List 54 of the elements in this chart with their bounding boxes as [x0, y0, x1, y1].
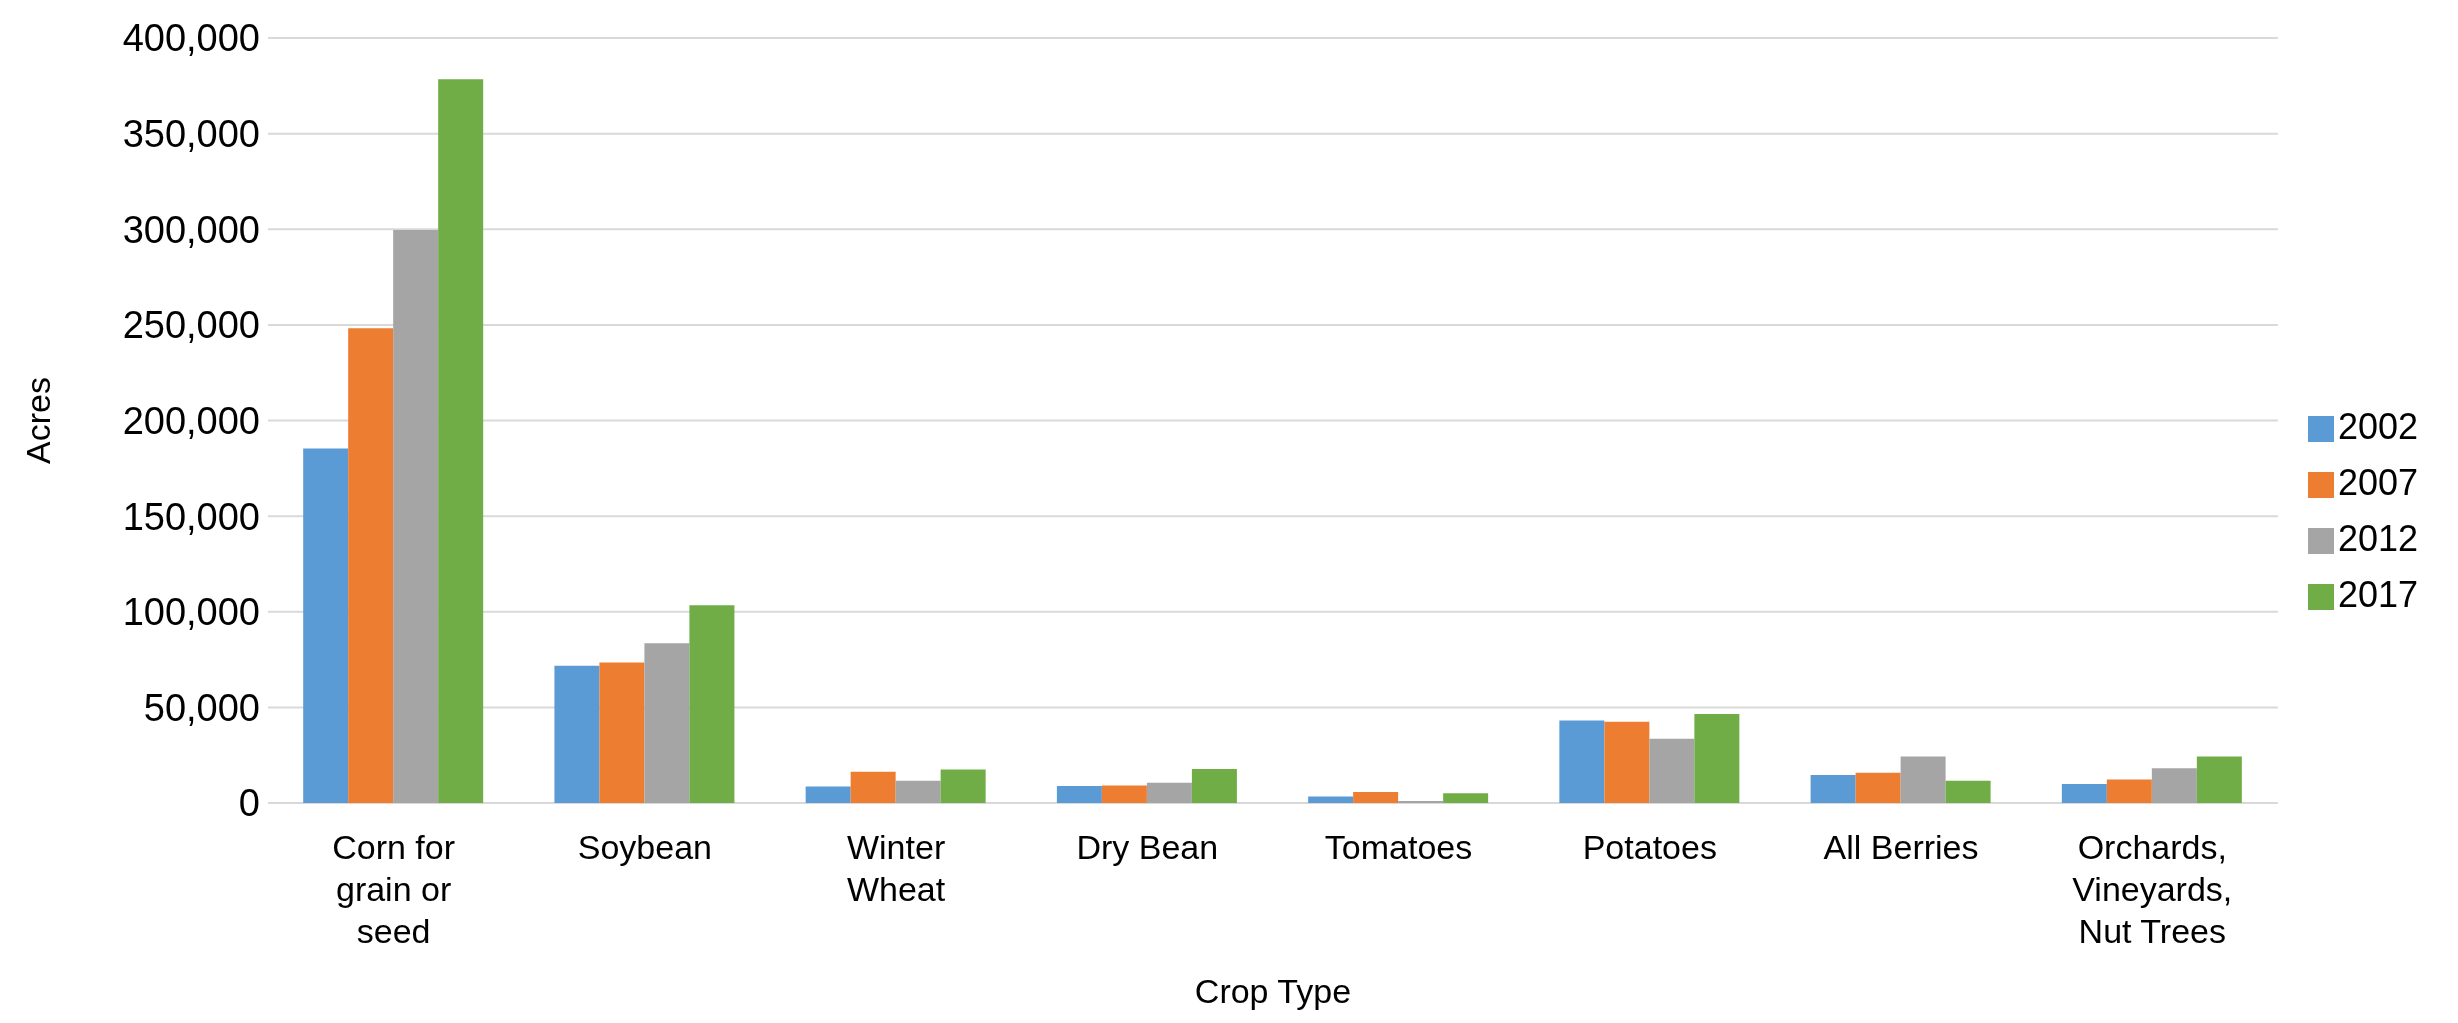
bar — [2061, 784, 2107, 803]
y-tick-label: 300,000 — [122, 208, 260, 251]
x-tick-label: All Berries — [1823, 828, 1979, 866]
x-tick-label: Dry Bean — [1076, 828, 1219, 866]
bar — [1353, 791, 1399, 803]
bar — [1855, 772, 1901, 803]
x-tick-label: Tomatoes — [1324, 828, 1473, 866]
bar — [1443, 793, 1489, 803]
x-axis-title: Crop Type — [1194, 972, 1352, 1010]
bar — [2106, 779, 2152, 803]
x-tick-label: Soybean — [577, 828, 712, 866]
bar — [805, 786, 851, 803]
y-tick-label: 150,000 — [122, 495, 260, 538]
bar — [1810, 774, 1856, 803]
x-tick-label: Corn for grain or seed — [332, 828, 456, 950]
x-tick-label: Potatoes — [1582, 828, 1717, 866]
y-tick-label: 350,000 — [122, 113, 260, 156]
x-tick-label: Winter Wheat — [846, 828, 946, 908]
bar — [1308, 796, 1354, 803]
bar — [1101, 785, 1147, 803]
bar — [393, 230, 439, 803]
bar — [1945, 780, 1991, 803]
y-tick-label: 50,000 — [143, 686, 260, 729]
y-axis-title: Acres — [19, 377, 58, 464]
bar — [1900, 756, 1946, 803]
bar — [689, 605, 735, 803]
bar — [438, 79, 484, 803]
y-tick-label: 250,000 — [122, 304, 260, 347]
bar — [348, 328, 394, 803]
bar — [303, 448, 349, 803]
bar — [1694, 713, 1740, 803]
legend-label: 2002 — [2337, 405, 2418, 447]
bar — [1604, 721, 1650, 803]
bar — [1649, 738, 1695, 803]
legend-label: 2017 — [2337, 573, 2418, 615]
bar — [1191, 768, 1237, 803]
x-tick-label: Orchards, Vineyards, Nut Trees — [2072, 828, 2233, 950]
bar — [850, 771, 896, 803]
bar — [644, 643, 690, 803]
bar — [554, 665, 600, 803]
legend-label: 2007 — [2337, 461, 2418, 503]
bar — [2196, 756, 2242, 803]
y-tick-label: 100,000 — [122, 591, 260, 634]
legend-label: 2012 — [2337, 517, 2418, 559]
bar — [2151, 768, 2197, 803]
bar — [940, 769, 986, 803]
bar — [599, 662, 645, 803]
bar — [1559, 720, 1605, 803]
y-tick-label: 400,000 — [122, 17, 260, 60]
bar — [1056, 785, 1102, 803]
y-tick-label: 200,000 — [122, 399, 260, 442]
bar — [895, 780, 941, 803]
bar — [1146, 782, 1192, 803]
y-tick-label: 0 — [238, 782, 260, 825]
